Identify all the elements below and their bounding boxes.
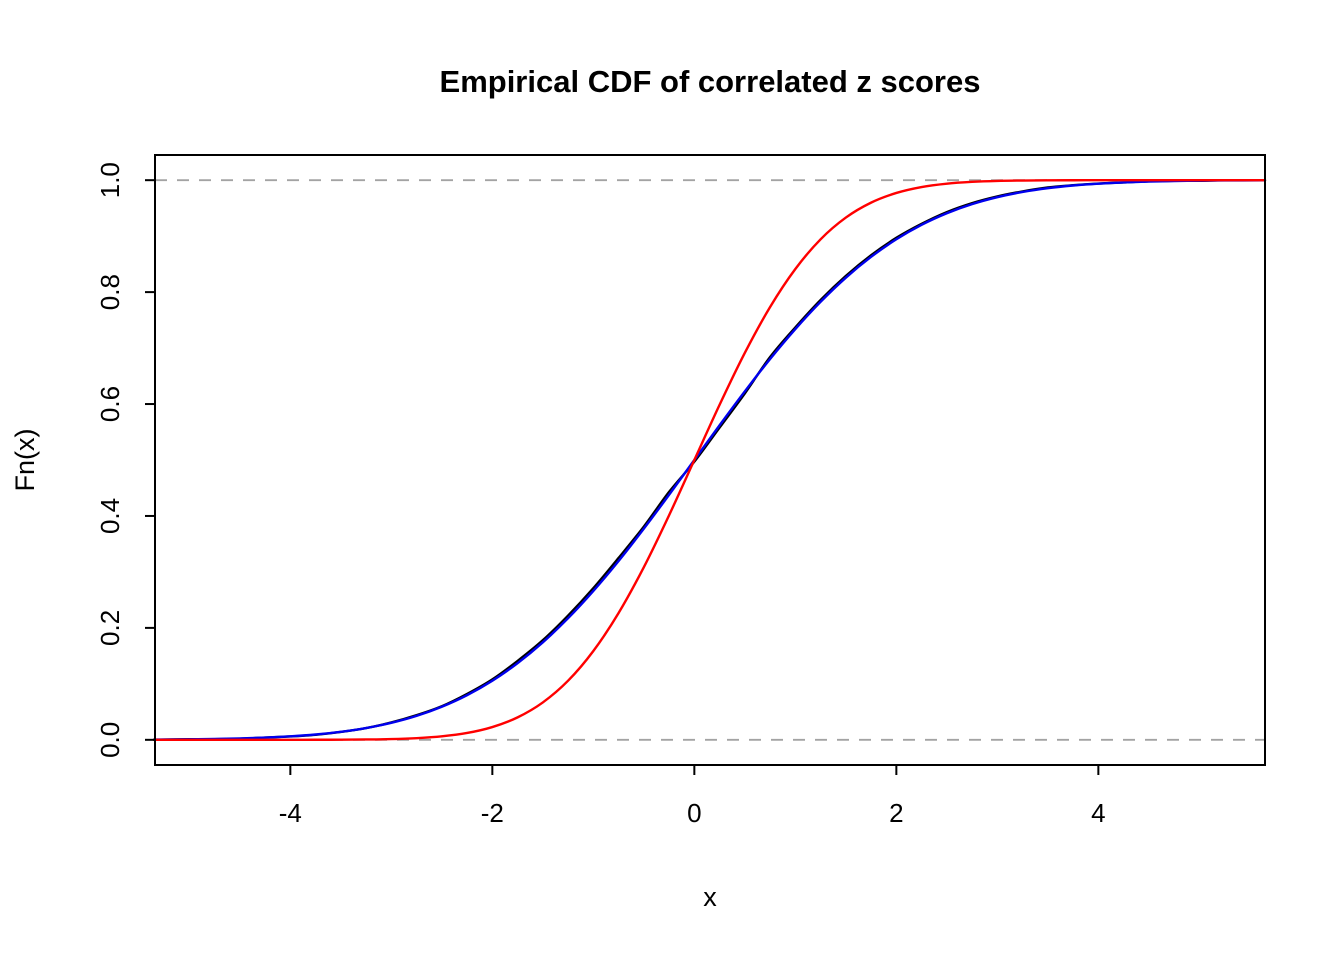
plot-box (154, 154, 1266, 766)
series-fitted-normal-cdf-wide (152, 179, 1267, 741)
chart-title: Empirical CDF of correlated z scores (440, 64, 981, 99)
x-tick-label: 4 (1091, 798, 1105, 828)
y-tick-label: 0.8 (95, 274, 125, 310)
y-tick-label: 0.2 (95, 610, 125, 646)
x-tick-label: -2 (481, 798, 504, 828)
y-tick-label: 0.0 (95, 722, 125, 758)
y-tick-label: 0.6 (95, 386, 125, 422)
series-standard-normal-cdf (152, 178, 1267, 742)
plot-area: -4 -2 0 2 4 0.0 0.2 0.4 0.6 0.8 1.0 (95, 154, 1267, 828)
x-tick-label: 2 (889, 798, 903, 828)
x-tick-label: 0 (687, 798, 701, 828)
y-tick-label: 1.0 (95, 162, 125, 198)
series-empirical-cdf (152, 178, 1267, 742)
y-tick-label: 0.4 (95, 498, 125, 534)
x-axis-label: x (703, 882, 717, 912)
x-tick-label: -4 (279, 798, 302, 828)
y-axis-label: Fn(x) (10, 429, 40, 492)
